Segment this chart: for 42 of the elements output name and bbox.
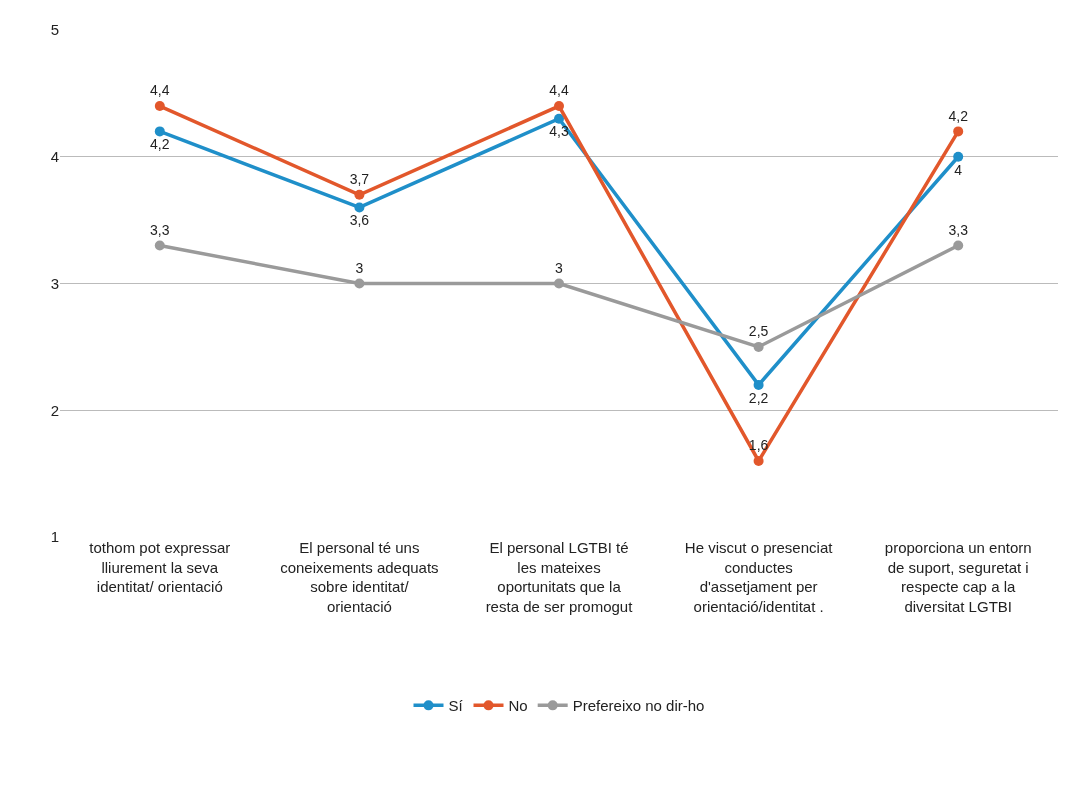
x-tick-label: proporciona un entorn de suport, seguretat i respecte cap a la diversitat LGTBI: [884, 539, 1032, 615]
y-tick-label: 3: [50, 274, 59, 292]
x-tick-label: El personal LGTBI té les mateixes oportunitats que la resta de ser promogut: [485, 539, 634, 615]
data-label: 3,3: [150, 221, 170, 238]
point: [154, 126, 165, 137]
data-label: 3: [555, 259, 564, 276]
x-tick-label: El personal té uns coneixements adequats sobre identitat/ orientació: [280, 539, 439, 615]
data-label: 2,5: [748, 323, 769, 340]
point: [154, 101, 165, 112]
data-label: 3: [355, 259, 364, 276]
point: [154, 240, 165, 251]
y-tick-label: 2: [50, 401, 59, 419]
y-tick-label: 5: [50, 21, 59, 39]
point: [753, 455, 764, 466]
data-label: 4,2: [150, 136, 170, 153]
point: [354, 189, 365, 200]
x-tick-label: tothom pot expressar lliurement la seva identitat/ orientació: [89, 539, 231, 595]
point: [554, 278, 564, 289]
point: [354, 202, 365, 213]
legend-label: No: [508, 697, 528, 715]
point: [554, 113, 564, 124]
data-label: 4,3: [549, 123, 569, 140]
point: [953, 240, 964, 251]
legend-label: Sí: [448, 697, 464, 715]
data-label: 3,3: [948, 221, 969, 238]
legend-label: Prefereixo no dir-ho: [572, 697, 705, 715]
x-tick-label: He viscut o presenciat conductes d'assetjament per orientació/identitat .: [684, 539, 834, 615]
point: [354, 278, 365, 289]
data-label: 3,7: [349, 171, 370, 188]
data-label: 4,4: [150, 82, 170, 99]
data-label: 4: [954, 161, 963, 178]
data-label: 4,2: [948, 107, 969, 124]
data-label: 4,4: [549, 82, 569, 99]
data-label: 2,2: [748, 389, 769, 406]
point: [753, 341, 764, 352]
y-tick-label: 4: [50, 148, 59, 165]
point: [953, 151, 964, 162]
y-tick-label: 1: [50, 528, 59, 546]
data-label: 3,6: [349, 212, 370, 229]
point: [554, 101, 564, 112]
point: [753, 379, 764, 390]
point: [953, 126, 964, 137]
